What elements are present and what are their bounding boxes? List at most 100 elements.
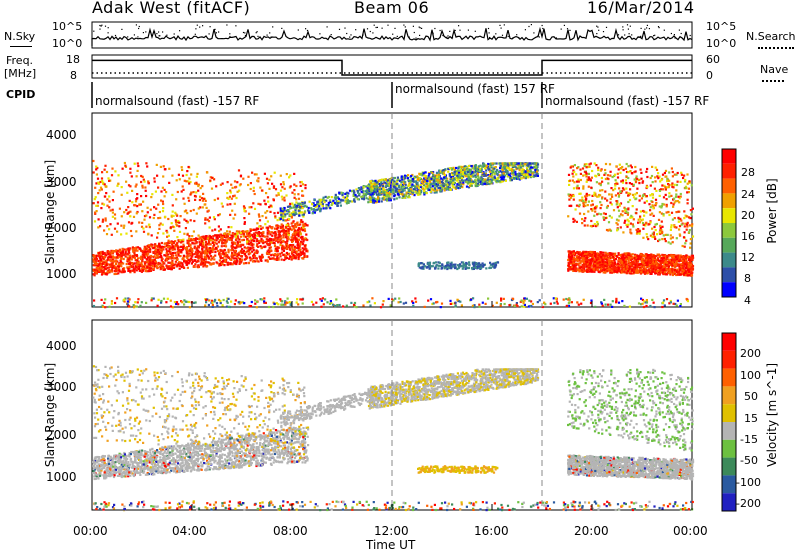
noise-search-dot — [199, 26, 201, 28]
scatter-cell — [500, 176, 503, 179]
scatter-cell — [153, 206, 156, 209]
scatter-cell — [285, 245, 288, 248]
noise-search-dot — [560, 28, 562, 30]
scatter-cell — [451, 184, 454, 187]
scatter-cell — [226, 263, 229, 266]
scatter-cell — [276, 224, 279, 227]
scatter-cell — [617, 253, 620, 256]
scatter-cell — [187, 199, 191, 202]
scatter-cell — [197, 234, 200, 237]
scatter-cell — [301, 203, 304, 206]
noise-search-dot — [518, 37, 520, 39]
noise-search-dot — [196, 24, 198, 26]
scatter-cell — [433, 182, 436, 185]
scatter-cell — [279, 174, 282, 177]
noise-search-dot — [474, 30, 476, 32]
scatter-cell — [298, 245, 301, 248]
scatter-cell — [248, 206, 251, 209]
scatter-cell — [194, 195, 197, 198]
scatter-cell — [201, 251, 204, 254]
scatter-cell — [525, 173, 528, 177]
scatter-cell — [298, 214, 301, 217]
scatter-cell — [167, 265, 170, 268]
scatter-cell — [512, 169, 515, 172]
scatter-cell — [390, 186, 393, 189]
scatter-cell — [209, 243, 212, 246]
scatter-cell — [161, 223, 164, 226]
scatter-cell — [211, 246, 214, 249]
vel-cb-tick-m15: -15 — [740, 433, 758, 446]
scatter-cell — [452, 166, 455, 169]
scatter-cell — [325, 199, 328, 202]
scatter-cell — [425, 192, 428, 195]
scatter-cell — [463, 170, 466, 173]
scatter-cell — [529, 166, 533, 169]
scatter-cell — [371, 201, 375, 204]
scatter-cell — [453, 181, 456, 184]
scatter-cell — [111, 167, 114, 170]
scatter-cell — [243, 209, 246, 213]
scatter-cell — [239, 174, 243, 177]
scatter-cell — [280, 195, 283, 198]
scatter-cell — [98, 269, 101, 272]
scatter-cell — [377, 180, 380, 184]
scatter-cell — [138, 221, 141, 224]
scatter-cell — [237, 253, 240, 256]
scatter-cell — [197, 251, 200, 254]
scatter-cell — [281, 207, 284, 210]
scatter-cell — [135, 198, 138, 201]
scatter-cell — [522, 165, 525, 168]
scatter-cell — [527, 171, 530, 174]
scatter-cell — [448, 186, 451, 189]
scatter-cell — [387, 197, 391, 200]
scatter-cell — [587, 256, 590, 259]
scatter-cell — [362, 196, 365, 199]
scatter-cell — [185, 250, 188, 253]
scatter-cell — [369, 200, 372, 203]
scatter-cell — [426, 187, 430, 190]
scatter-cell — [294, 209, 297, 212]
scatter-cell — [140, 225, 144, 228]
scatter-cell — [154, 265, 157, 268]
scatter-cell — [385, 195, 388, 198]
scatter-cell — [160, 257, 164, 260]
scatter-cell — [195, 191, 198, 194]
scatter-cell — [473, 167, 476, 170]
scatter-cell — [124, 165, 128, 168]
noise-search-dot — [533, 32, 535, 34]
scatter-cell — [417, 179, 420, 182]
scatter-cell — [459, 264, 462, 267]
scatter-cell — [516, 175, 519, 178]
scatter-cell — [446, 177, 449, 180]
scatter-cell — [294, 211, 297, 214]
scatter-cell — [253, 253, 256, 256]
scatter-cell — [205, 247, 208, 250]
scatter-cell — [304, 237, 307, 240]
scatter-cell — [401, 193, 404, 196]
scatter-cell — [372, 199, 375, 202]
cpid-segment-2: normalsound (fast) 157 RF — [395, 82, 555, 96]
scatter-cell — [239, 183, 242, 186]
scatter-cell — [97, 181, 100, 184]
scatter-cell — [134, 204, 137, 207]
scatter-cell — [94, 269, 97, 272]
scatter-cell — [321, 203, 324, 206]
scatter-cell — [177, 220, 180, 223]
nave-tick-bottom: 0 — [706, 69, 713, 82]
scatter-cell — [101, 262, 104, 265]
scatter-cell — [266, 231, 269, 234]
scatter-cell — [519, 166, 522, 169]
noise-search-dot — [432, 32, 434, 34]
scatter-cell — [393, 180, 396, 183]
scatter-cell — [364, 194, 367, 197]
scatter-cell — [392, 183, 395, 186]
scatter-cell — [518, 167, 521, 171]
scatter-cell — [239, 259, 242, 262]
scatter-cell — [250, 206, 253, 209]
noise-search-dot — [640, 35, 642, 37]
noise-search-dot — [658, 27, 660, 29]
scatter-cell — [155, 254, 159, 257]
scatter-cell — [638, 266, 642, 269]
scatter-cell — [444, 177, 447, 180]
scatter-cell — [151, 265, 154, 268]
